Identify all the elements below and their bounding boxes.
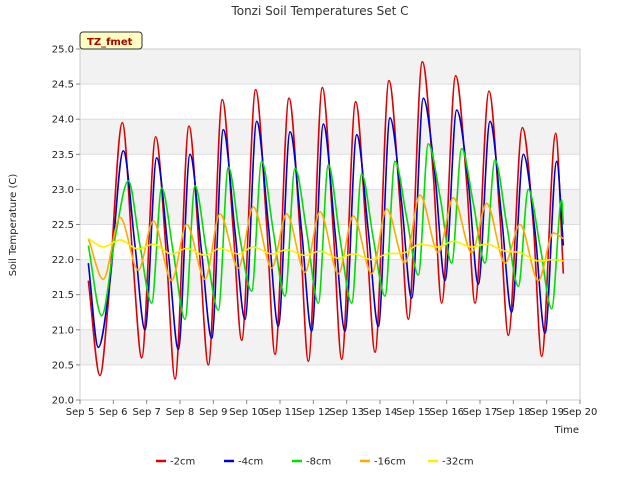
- site-badge: TZ_fmet: [79, 31, 143, 50]
- y-axis-ticks: 20.0 20.5 21.0 21.5 22.0 22.5 23.0 23.5 24.0 24.5…: [52, 45, 80, 407]
- legend-label: -4cm: [238, 457, 263, 468]
- y-tick-label: 24.0: [52, 115, 74, 126]
- y-tick-label: 24.5: [52, 80, 74, 91]
- series-line-4cmcm: [87, 97, 565, 351]
- y-tick-label: 20.0: [52, 396, 74, 407]
- x-tick-label: Sep 19: [529, 407, 564, 418]
- series-line-16cmcm: [87, 194, 564, 282]
- x-tick-label: Sep 20: [563, 407, 598, 418]
- y-tick-label: 23.0: [52, 185, 74, 196]
- grid-band: [80, 259, 580, 295]
- legend-label: -8cm: [306, 457, 331, 468]
- series-layer: [87, 60, 565, 380]
- legend: -2cm -4cm -8cm -16cm -32cm: [156, 457, 474, 468]
- series-line-8cmcm: [87, 142, 565, 321]
- y-tick-label: 21.0: [52, 325, 74, 336]
- x-tick-label: Sep 17: [463, 407, 498, 418]
- x-tick-label: Sep 15: [396, 407, 431, 418]
- y-axis-title: Soil Temperature (C): [8, 174, 19, 277]
- y-tick-label: 20.5: [52, 360, 74, 371]
- x-tick-label: Sep 6: [99, 407, 127, 418]
- series-line-32cmcm: [87, 237, 564, 262]
- y-tick-label: 22.5: [52, 220, 74, 231]
- x-tick-label: Sep 13: [329, 407, 364, 418]
- x-tick-label: Sep 16: [429, 407, 464, 418]
- series-line-2cmcm: [87, 60, 565, 380]
- legend-label: -2cm: [170, 457, 195, 468]
- x-tick-label: Sep 5: [66, 407, 94, 418]
- x-tick-label: Sep 14: [363, 407, 398, 418]
- y-tick-label: 23.5: [52, 150, 74, 161]
- x-tick-label: Sep 10: [229, 407, 264, 418]
- grid-band: [80, 119, 580, 155]
- y-tick-label: 22.0: [52, 255, 74, 266]
- site-badge-label: TZ_fmet: [87, 37, 133, 48]
- x-tick-label: Sep 11: [263, 407, 298, 418]
- grid-band: [80, 329, 580, 365]
- legend-label: -32cm: [442, 457, 474, 468]
- x-tick-label: Sep 7: [132, 407, 160, 418]
- x-tick-label: Sep 18: [496, 407, 531, 418]
- legend-label: -16cm: [374, 457, 406, 468]
- x-tick-label: Sep 8: [166, 407, 194, 418]
- y-tick-label: 21.5: [52, 290, 74, 301]
- x-tick-label: Sep 12: [296, 407, 331, 418]
- chart-title: Tonzi Soil Temperatures Set C: [230, 4, 408, 18]
- y-tick-label: 25.0: [52, 45, 74, 56]
- x-axis-title: Time: [554, 425, 579, 436]
- site-badge-box: [79, 31, 143, 50]
- grid-band: [80, 49, 580, 85]
- x-tick-label: Sep 9: [199, 407, 227, 418]
